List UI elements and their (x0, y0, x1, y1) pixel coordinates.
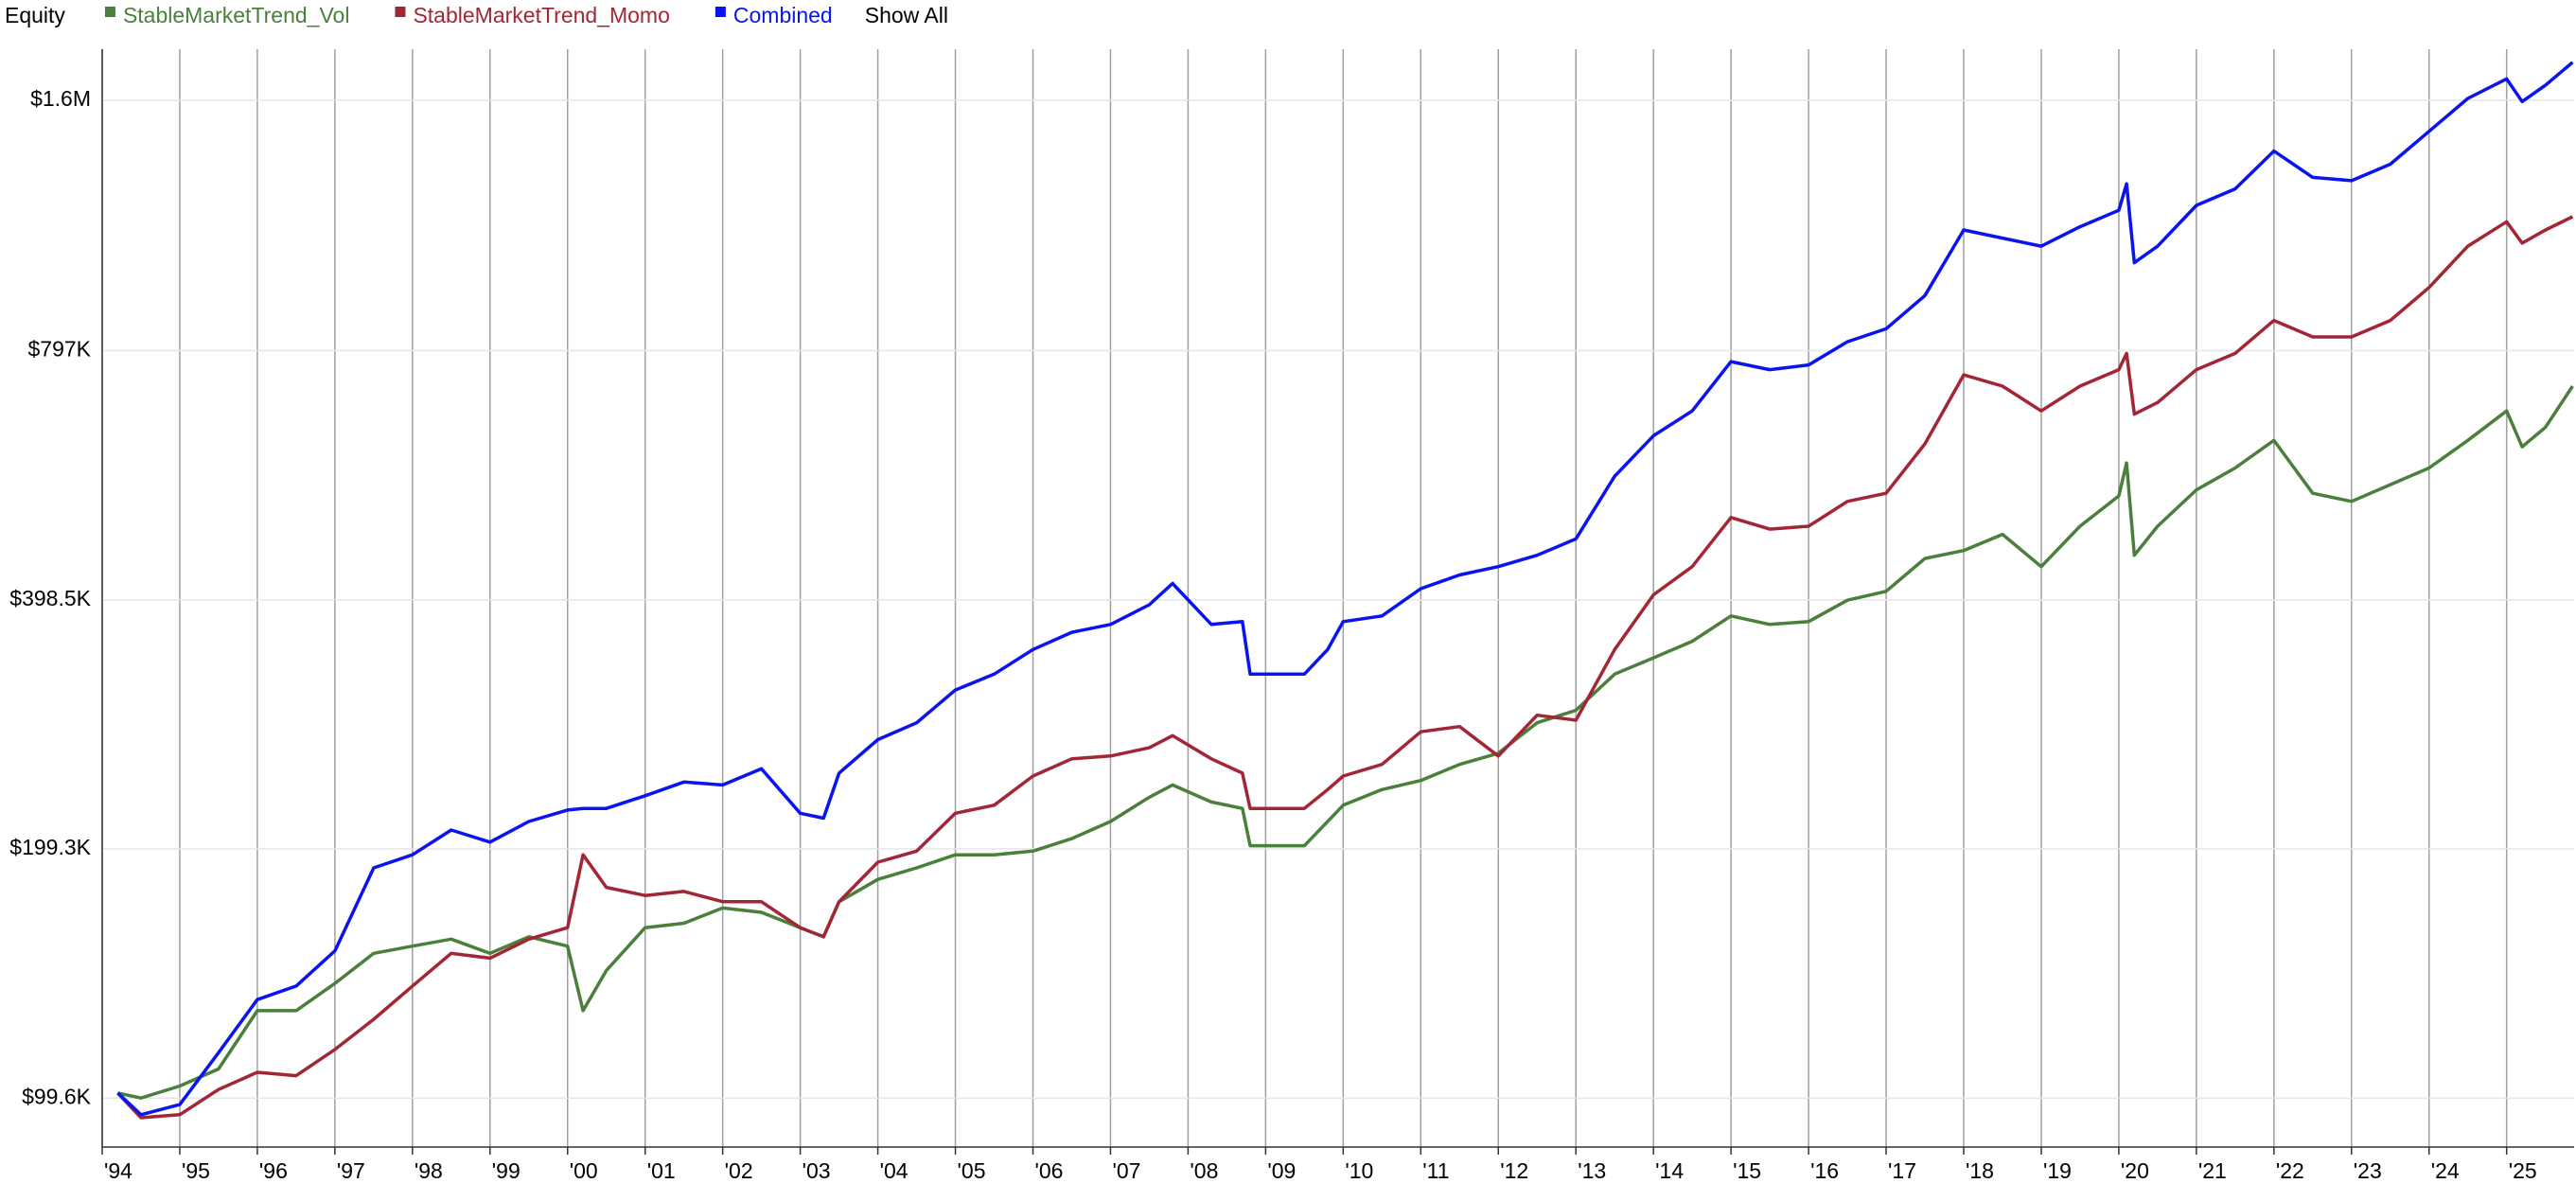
x-tick-label: '07 (1112, 1158, 1140, 1183)
legend-swatch[interactable] (715, 7, 726, 17)
x-tick-label: '17 (1888, 1158, 1916, 1183)
x-tick-label: '10 (1345, 1158, 1373, 1183)
x-tick-label: '19 (2043, 1158, 2072, 1183)
legend-label[interactable]: StableMarketTrend_Vol (123, 3, 350, 27)
x-tick-label: '14 (1655, 1158, 1684, 1183)
x-tick-label: '01 (647, 1158, 676, 1183)
x-tick-label: '05 (958, 1158, 986, 1183)
series-line (117, 385, 2574, 1100)
x-tick-label: '95 (182, 1158, 210, 1183)
x-tick-label: '96 (259, 1158, 288, 1183)
x-tick-label: '94 (104, 1158, 132, 1183)
x-tick-label: '13 (1578, 1158, 1606, 1183)
x-tick-label: '02 (725, 1158, 753, 1183)
x-tick-label: '25 (2509, 1158, 2537, 1183)
x-tick-label: '15 (1733, 1158, 1761, 1183)
x-tick-label: '12 (1500, 1158, 1528, 1183)
legend-swatch[interactable] (104, 7, 115, 17)
x-tick-label: '21 (2198, 1158, 2227, 1183)
x-tick-label: '16 (1810, 1158, 1839, 1183)
x-tick-label: '11 (1422, 1158, 1449, 1183)
chart-title: Equity (5, 3, 65, 27)
legend-label[interactable]: StableMarketTrend_Momo (413, 3, 669, 27)
x-tick-label: '08 (1190, 1158, 1218, 1183)
x-tick-label: '99 (492, 1158, 520, 1183)
x-tick-label: '23 (2354, 1158, 2382, 1183)
x-tick-label: '98 (415, 1158, 443, 1183)
show-all-button[interactable]: Show All (865, 3, 948, 27)
x-tick-label: '03 (803, 1158, 831, 1183)
series-line (116, 215, 2574, 1120)
y-tick-label: $398.5K (9, 586, 91, 610)
x-tick-label: '00 (570, 1158, 598, 1183)
y-tick-label: $797K (27, 337, 91, 362)
legend-swatch[interactable] (395, 7, 406, 17)
x-tick-label: '09 (1267, 1158, 1296, 1183)
x-tick-label: '06 (1034, 1158, 1063, 1183)
y-tick-label: $99.6K (22, 1084, 92, 1108)
y-tick-label: $1.6M (30, 86, 91, 111)
series-line (116, 61, 2574, 1117)
x-tick-label: '18 (1966, 1158, 1994, 1183)
x-tick-label: '20 (2121, 1158, 2149, 1183)
x-tick-label: '22 (2276, 1158, 2304, 1183)
x-tick-label: '97 (337, 1158, 365, 1183)
x-tick-label: '04 (880, 1158, 909, 1183)
y-tick-label: $199.3K (9, 835, 91, 859)
x-tick-label: '24 (2431, 1158, 2460, 1183)
legend-label[interactable]: Combined (733, 3, 833, 27)
